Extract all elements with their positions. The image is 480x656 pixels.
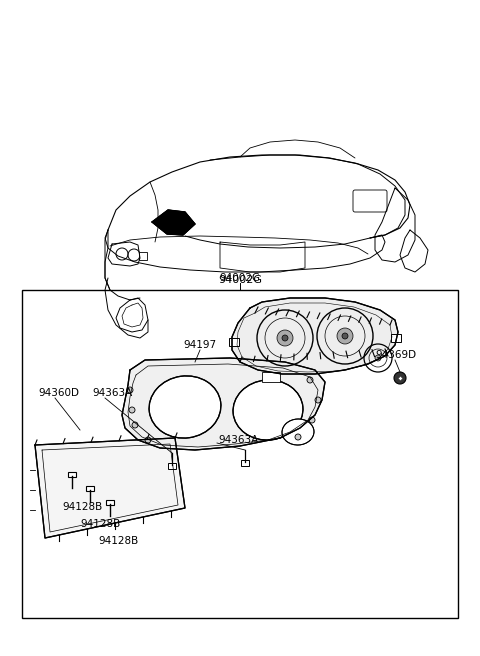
Text: 94002G: 94002G — [218, 275, 262, 285]
Circle shape — [375, 355, 381, 361]
Circle shape — [127, 387, 133, 393]
Circle shape — [337, 328, 353, 344]
Circle shape — [309, 417, 315, 423]
Circle shape — [132, 422, 138, 428]
Ellipse shape — [233, 380, 303, 440]
FancyBboxPatch shape — [168, 463, 176, 469]
FancyBboxPatch shape — [22, 290, 458, 618]
FancyBboxPatch shape — [106, 500, 114, 505]
Text: 94197: 94197 — [183, 340, 216, 350]
Circle shape — [129, 407, 135, 413]
FancyBboxPatch shape — [139, 252, 147, 260]
Polygon shape — [35, 438, 185, 538]
Circle shape — [342, 333, 348, 339]
FancyBboxPatch shape — [229, 338, 239, 346]
Text: 94369D: 94369D — [375, 350, 416, 360]
FancyBboxPatch shape — [262, 372, 280, 382]
Circle shape — [145, 437, 151, 443]
FancyBboxPatch shape — [353, 190, 387, 212]
Circle shape — [295, 434, 301, 440]
Text: 94128B: 94128B — [62, 502, 102, 512]
Text: 94002G: 94002G — [219, 273, 261, 283]
Circle shape — [277, 330, 293, 346]
Text: 94128B: 94128B — [98, 536, 138, 546]
FancyBboxPatch shape — [68, 472, 76, 477]
FancyBboxPatch shape — [86, 486, 94, 491]
Circle shape — [315, 397, 321, 403]
Text: 94363A: 94363A — [218, 435, 258, 445]
Circle shape — [307, 377, 313, 383]
Text: 94360D: 94360D — [38, 388, 79, 398]
Polygon shape — [152, 210, 195, 235]
Text: 94128B: 94128B — [80, 519, 120, 529]
Polygon shape — [122, 358, 325, 450]
Text: 94363A: 94363A — [92, 388, 132, 398]
Circle shape — [394, 372, 406, 384]
Ellipse shape — [282, 419, 314, 445]
Polygon shape — [232, 298, 398, 374]
Ellipse shape — [149, 376, 221, 438]
FancyBboxPatch shape — [391, 334, 401, 342]
FancyBboxPatch shape — [241, 460, 249, 466]
Circle shape — [282, 335, 288, 341]
Polygon shape — [108, 242, 140, 266]
